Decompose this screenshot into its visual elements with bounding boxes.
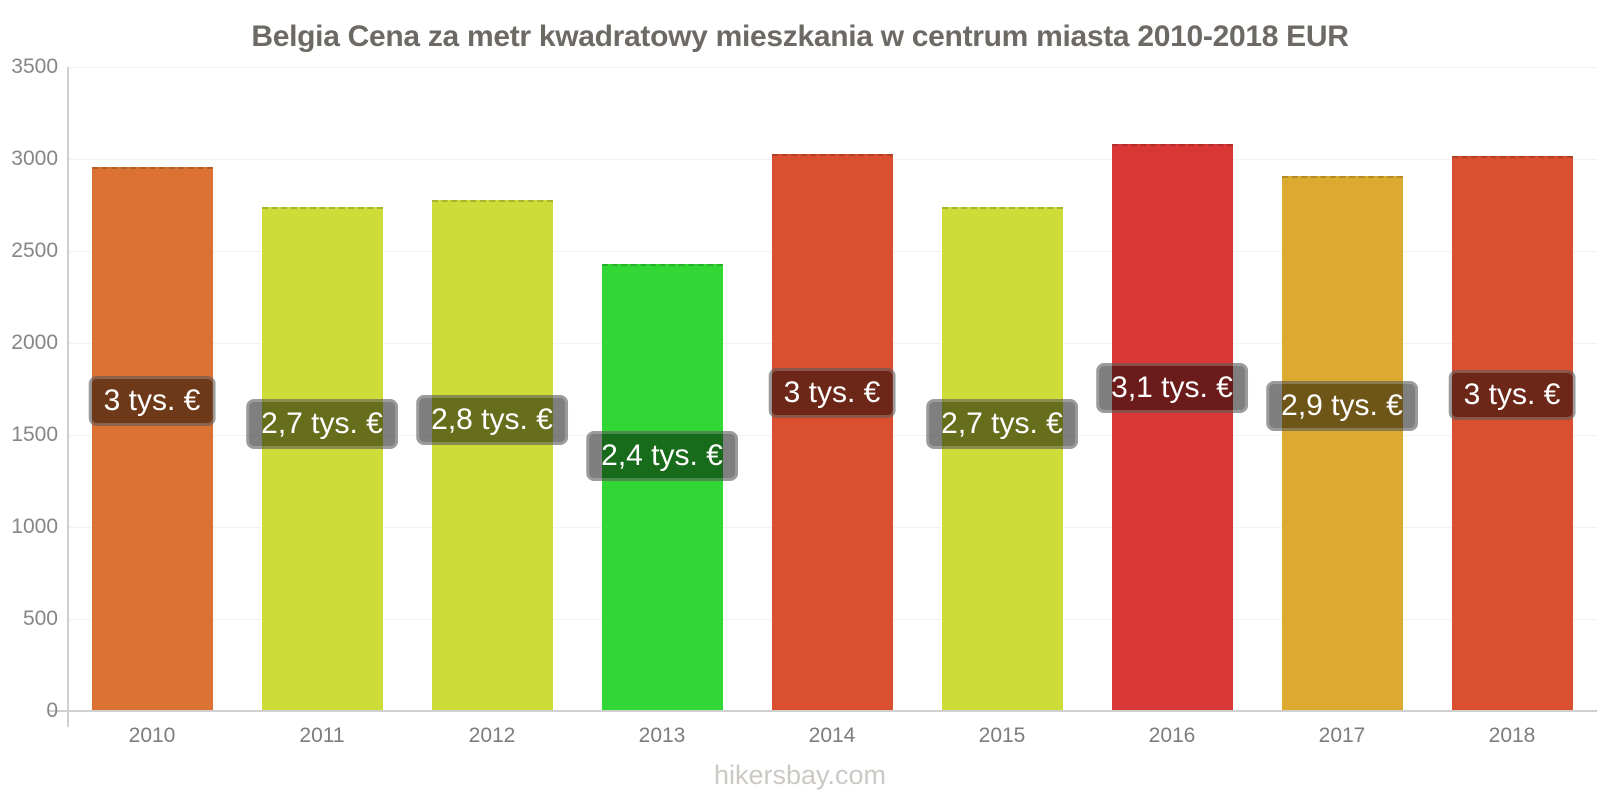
y-tick-1000: 1000 bbox=[11, 515, 58, 538]
y-tick-2000: 2000 bbox=[11, 331, 58, 354]
bar-2016[interactable] bbox=[1111, 143, 1233, 711]
x-tick-2013: 2013 bbox=[638, 724, 686, 747]
bar-2017[interactable] bbox=[1281, 176, 1403, 711]
x-tick-2011: 2011 bbox=[299, 724, 345, 747]
bar-value-label-2010: 3 tys. € bbox=[88, 375, 216, 426]
x-tick-2015: 2015 bbox=[978, 724, 1026, 747]
gridline-3500 bbox=[67, 67, 1597, 68]
y-tick-1500: 1500 bbox=[11, 423, 58, 446]
y-tick-3000: 3000 bbox=[11, 147, 58, 170]
bar-2014[interactable] bbox=[771, 153, 893, 711]
x-tick-2012: 2012 bbox=[468, 724, 516, 747]
y-tick-2500: 2500 bbox=[11, 239, 58, 262]
x-tick-2014: 2014 bbox=[808, 724, 856, 747]
bar-value-label-2017: 2,9 tys. € bbox=[1266, 381, 1418, 432]
bar-2018[interactable] bbox=[1451, 155, 1573, 711]
x-tick-2016: 2016 bbox=[1148, 724, 1196, 747]
bar-value-label-2016: 3,1 tys. € bbox=[1096, 362, 1248, 413]
bar-2012[interactable] bbox=[431, 200, 553, 711]
bar-value-label-2014: 3 tys. € bbox=[768, 368, 896, 419]
watermark-text: hikersbay.com bbox=[713, 760, 887, 790]
x-tick-2010: 2010 bbox=[128, 724, 176, 747]
y-tick-500: 500 bbox=[22, 607, 58, 630]
bar-2011[interactable] bbox=[261, 206, 383, 711]
bar-value-label-2018: 3 tys. € bbox=[1448, 369, 1576, 420]
bar-value-label-2015: 2,7 tys. € bbox=[926, 398, 1078, 449]
bar-2015[interactable] bbox=[941, 207, 1063, 711]
chart-title: Belgia Cena za metr kwadratowy mieszkani… bbox=[251, 20, 1349, 53]
bar-2013[interactable] bbox=[601, 264, 723, 711]
bar-value-label-2013: 2,4 tys. € bbox=[586, 431, 738, 482]
y-axis-line bbox=[67, 67, 69, 727]
y-tick-3500: 3500 bbox=[11, 55, 58, 78]
x-tick-2018: 2018 bbox=[1488, 724, 1536, 747]
x-tick-2017: 2017 bbox=[1318, 724, 1366, 747]
y-tick-0: 0 bbox=[46, 699, 58, 722]
bar-2010[interactable] bbox=[91, 167, 213, 711]
bar-value-label-2012: 2,8 tys. € bbox=[416, 394, 568, 445]
x-axis-line bbox=[49, 710, 1597, 712]
bar-value-label-2011: 2,7 tys. € bbox=[246, 398, 398, 449]
